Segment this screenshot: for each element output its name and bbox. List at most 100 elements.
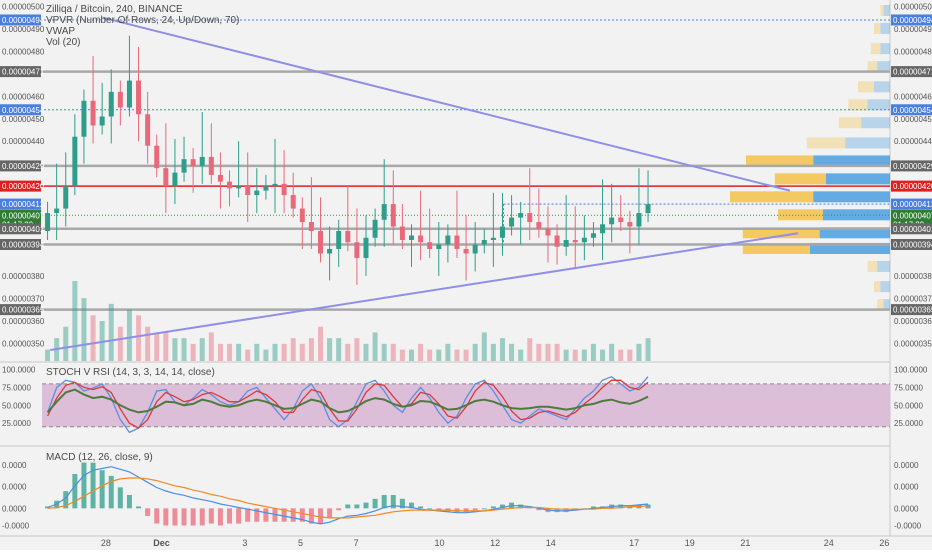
- volume-bar: [390, 343, 396, 361]
- macd-histogram-bar: [281, 508, 287, 522]
- macd-histogram-bar: [618, 504, 624, 509]
- volume-bar: [445, 343, 451, 361]
- price-tick-label: 0.00000500: [2, 2, 45, 11]
- volume-bar: [472, 343, 478, 361]
- time-tick-label: 21: [740, 538, 750, 548]
- volume-bar: [572, 349, 578, 361]
- vpvr-layer: [730, 4, 890, 311]
- time-tick-label: 19: [685, 538, 695, 548]
- time-tick-label: 10: [435, 538, 445, 548]
- volume-bar: [427, 349, 433, 361]
- candle-body: [236, 186, 242, 189]
- price-badge-label: 0.00000471: [2, 68, 45, 77]
- macd-histogram-bar: [299, 508, 305, 522]
- macd-histogram-bar: [145, 508, 151, 516]
- macd-histogram-bar: [117, 487, 123, 509]
- rsi-line: [46, 388, 649, 414]
- price-tick-label: 0.00000480: [2, 47, 45, 56]
- volume-bar: [563, 349, 569, 361]
- macd-tick-label-right: -0.0000: [894, 522, 922, 531]
- price-badge-label: 0.00000420: [893, 182, 932, 191]
- stoch-tick-label: 25.0000: [2, 419, 31, 428]
- price-badge-label: 0.00000365: [2, 306, 45, 315]
- macd-histogram-bar: [463, 508, 469, 513]
- volume-bar: [199, 338, 205, 361]
- price-badge-right: [891, 304, 932, 316]
- candle-body: [54, 208, 60, 214]
- vpvr-up-bar: [880, 22, 890, 34]
- volume-bar: [63, 326, 69, 361]
- price-tick-label: 0.00000440: [2, 137, 45, 146]
- volume-bar: [308, 338, 314, 361]
- vpvr-up-bar: [874, 81, 890, 93]
- candle-body: [217, 174, 223, 182]
- stoch-d-line: [47, 379, 649, 429]
- macd-histogram-bar: [236, 508, 242, 524]
- macd-histogram-bar: [490, 506, 496, 509]
- volume-bar: [126, 309, 132, 361]
- candle-body: [336, 231, 342, 249]
- candle-body: [345, 231, 351, 243]
- time-tick-label: Dec: [153, 538, 170, 548]
- volume-bar: [600, 349, 606, 361]
- time-tick-label: 28: [101, 538, 111, 548]
- candle-body: [390, 204, 396, 227]
- volume-bar: [72, 281, 78, 361]
- price-badge-label: 0.00000454: [893, 106, 932, 115]
- price-badge-label: 0.00000401: [893, 225, 932, 234]
- macd-histogram-bar: [336, 508, 342, 511]
- price-badge-left: [0, 198, 41, 210]
- volume-bar: [181, 338, 187, 361]
- stoch-title: STOCH V RSI (14, 3, 3, 14, 14, close): [46, 367, 215, 378]
- price-tick-label-right: 0.00000450: [894, 115, 932, 124]
- macd-tick-label-right: 0.0000: [894, 461, 919, 470]
- macd-histogram-bar: [136, 506, 142, 509]
- volume-bar: [408, 349, 414, 361]
- price-badge-label: 0.00000407: [2, 211, 45, 220]
- volume-bar: [618, 349, 624, 361]
- volume-bar: [499, 338, 505, 361]
- macd-histogram-bar: [454, 508, 460, 513]
- vpvr-up-bar: [883, 4, 890, 16]
- candle-body: [636, 213, 642, 227]
- macd-histogram-bar: [390, 494, 396, 509]
- price-badge-label: 0.00000420: [2, 182, 45, 191]
- price-badge-label: 0.00000394: [2, 240, 45, 249]
- stoch-tick-label: 75.0000: [2, 383, 31, 392]
- macd-histogram-bar: [290, 508, 296, 522]
- macd-histogram-bar: [408, 502, 414, 509]
- vpvr-down-bar: [806, 137, 846, 149]
- price-badge-label: 0.00000494: [893, 16, 932, 25]
- volume-bar: [399, 349, 405, 361]
- candle-body: [181, 159, 187, 173]
- volume-bar: [45, 349, 51, 361]
- macd-histogram-bar: [399, 498, 405, 509]
- candle-body: [554, 235, 560, 247]
- vpvr-up-bar: [867, 99, 890, 111]
- macd-histogram-bar: [217, 508, 223, 526]
- candle-body: [99, 116, 105, 126]
- candle-body: [108, 91, 114, 117]
- vwap-legend: VWAP: [46, 26, 76, 37]
- price-badge-label: 0.00000365: [893, 306, 932, 315]
- candle-body: [618, 217, 624, 223]
- volume-bar: [609, 343, 615, 361]
- stoch-tick-label-right: 50.0000: [894, 401, 923, 410]
- macd-tick-label: 0.0000: [2, 504, 27, 513]
- candle-body: [154, 145, 160, 169]
- price-tick-label: 0.00000370: [2, 294, 45, 303]
- vpvr-down-bar: [774, 173, 826, 185]
- vpvr-up-bar: [877, 260, 890, 272]
- volume-bar: [281, 343, 287, 361]
- price-tick-label: 0.00000350: [2, 339, 45, 348]
- time-tick-label: 3: [242, 538, 247, 548]
- volume-bar: [509, 343, 515, 361]
- price-badge-right: [891, 66, 932, 78]
- macd-histogram-bar: [227, 508, 233, 524]
- price-tick-label-right: 0.00000500: [894, 2, 932, 11]
- macd-histogram-bar: [327, 508, 333, 518]
- macd-histogram-bar: [208, 508, 214, 524]
- vpvr-down-bar: [848, 99, 868, 111]
- candle-body: [472, 244, 478, 254]
